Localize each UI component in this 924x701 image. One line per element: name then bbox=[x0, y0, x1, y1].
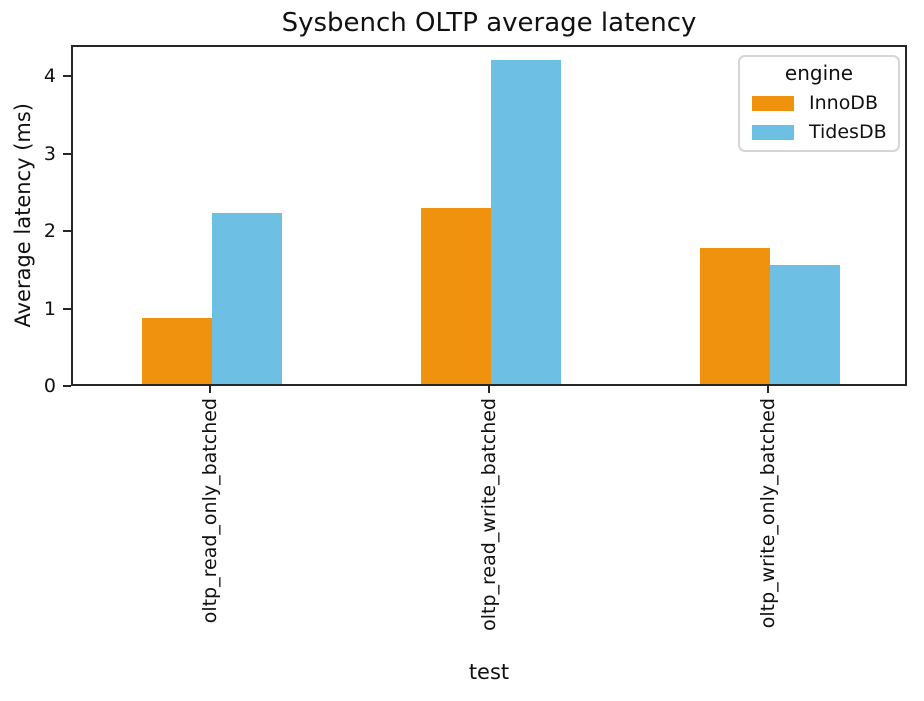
legend-items: InnoDB TidesDB bbox=[748, 92, 890, 143]
x-tick-mark bbox=[766, 385, 769, 393]
bar-tidesdb-oltp_read_only_batched bbox=[212, 212, 283, 384]
y-tick-label: 4 bbox=[43, 65, 56, 87]
x-tick-mark bbox=[209, 385, 212, 393]
y-axis-label: Average latency (ms) bbox=[11, 103, 35, 328]
x-tick-label-wrap: oltp_write_only_batched bbox=[751, 398, 785, 628]
y-tick-mark bbox=[63, 152, 71, 155]
y-tick-label: 3 bbox=[43, 142, 56, 165]
y-tick-label: 2 bbox=[43, 220, 56, 242]
y-tick-mark bbox=[63, 230, 71, 232]
y-tick-label: 1 bbox=[43, 297, 56, 320]
x-tick-label: oltp_read_write_batched bbox=[478, 398, 500, 631]
legend-row-tidesdb: TidesDB bbox=[748, 121, 890, 143]
y-tick-label: 0 bbox=[43, 375, 56, 397]
legend: engine InnoDB TidesDB bbox=[738, 55, 900, 152]
y-axis-label-wrap: Average latency (ms) bbox=[6, 45, 40, 386]
chart-title: Sysbench OLTP average latency bbox=[281, 8, 697, 38]
y-tick-mark bbox=[63, 385, 71, 387]
bar-tidesdb-oltp_read_write_batched bbox=[491, 60, 561, 384]
legend-label: InnoDB bbox=[809, 92, 878, 114]
legend-row-innodb: InnoDB bbox=[748, 92, 890, 114]
legend-swatch-icon bbox=[752, 95, 794, 111]
x-tick-label-wrap: oltp_read_write_batched bbox=[472, 398, 506, 631]
y-tick-mark bbox=[63, 307, 71, 310]
legend-swatch-icon bbox=[752, 124, 794, 140]
x-tick-label: oltp_write_only_batched bbox=[756, 398, 779, 629]
x-axis-label: test bbox=[468, 660, 510, 684]
x-tick-mark bbox=[488, 385, 490, 393]
x-tick-label-wrap: oltp_read_only_batched bbox=[193, 398, 227, 623]
bar-tidesdb-oltp_write_only_batched bbox=[769, 265, 840, 384]
bar-innodb-oltp_read_write_batched bbox=[421, 208, 491, 384]
x-tick-label: oltp_read_only_batched bbox=[199, 398, 222, 624]
legend-label: TidesDB bbox=[809, 121, 887, 143]
y-tick-mark bbox=[63, 75, 71, 77]
bar-innodb-oltp_read_only_batched bbox=[142, 318, 213, 384]
legend-title: engine bbox=[784, 61, 854, 85]
bar-innodb-oltp_write_only_batched bbox=[699, 247, 770, 384]
